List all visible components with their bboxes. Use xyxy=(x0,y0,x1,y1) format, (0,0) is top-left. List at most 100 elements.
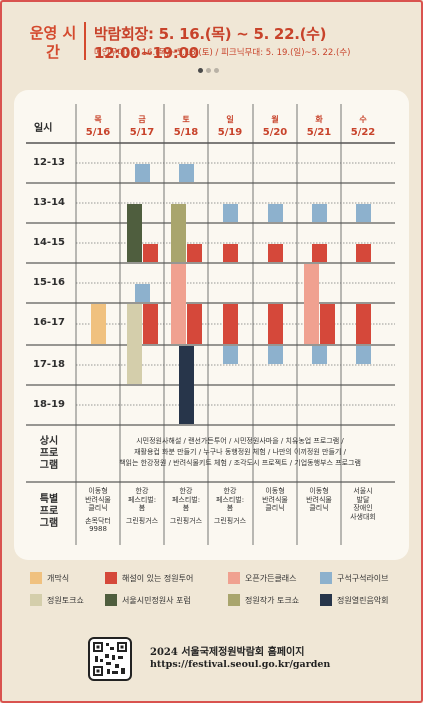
day-name: 금 xyxy=(138,115,146,124)
hour-label: 12-13 xyxy=(33,157,65,168)
event-tour[interactable] xyxy=(134,284,150,302)
day-date: 5/20 xyxy=(262,127,288,138)
event-guided[interactable] xyxy=(267,304,283,344)
hour-label: 14-15 xyxy=(33,237,65,248)
event-guided[interactable] xyxy=(320,304,335,344)
day-header: 월 5/20 xyxy=(253,113,297,139)
event-guided[interactable] xyxy=(187,304,202,344)
page-dot[interactable] xyxy=(206,68,211,73)
event-guided[interactable] xyxy=(355,304,371,344)
special-program-text: 봄 xyxy=(226,504,234,512)
special-program-cell: 이동형 반려식물 클리닉 xyxy=(297,487,341,513)
special-program-text: 그린핑거스 xyxy=(213,516,247,525)
page-dot[interactable] xyxy=(214,68,219,73)
event-class[interactable] xyxy=(171,264,186,344)
event-forum[interactable] xyxy=(127,204,142,262)
hour-label: 15-16 xyxy=(33,277,65,288)
event-guided[interactable] xyxy=(311,244,327,262)
regular-programs-label: 상시 프로 그램 xyxy=(39,436,59,471)
legend-label: 구석구석라이브 xyxy=(337,573,389,583)
program-line: 재활용컵 화분 만들기 / 누구나 동행정원 체험 / 나만의 이끼정원 만들기… xyxy=(134,448,346,456)
page-dot[interactable] xyxy=(198,68,203,73)
legend-swatch xyxy=(320,594,332,606)
event-guided[interactable] xyxy=(187,244,202,262)
legend-swatch xyxy=(228,572,240,584)
legend-swatch xyxy=(228,594,240,606)
event-guided[interactable] xyxy=(355,244,371,262)
special-program-cell: 한강 페스티벌: 봄 그린핑거스 xyxy=(164,487,208,525)
event-tour[interactable] xyxy=(267,346,283,364)
event-tour[interactable] xyxy=(311,204,327,222)
legend-swatch xyxy=(30,594,42,606)
event-guided[interactable] xyxy=(143,304,158,344)
legend-swatch xyxy=(105,572,117,584)
special-program-text: 손목닥터 xyxy=(85,516,111,525)
date-column-label: 일시 xyxy=(34,123,53,134)
event-tour[interactable] xyxy=(178,164,194,182)
legend-item: 해설이 있는 정원투어 xyxy=(105,572,193,584)
day-header: 수 5/22 xyxy=(341,113,385,139)
day-date: 5/18 xyxy=(173,127,199,138)
page-indicator[interactable] xyxy=(198,68,219,73)
event-class[interactable] xyxy=(304,264,319,344)
legend-label: 개막식 xyxy=(47,573,70,583)
event-tour[interactable] xyxy=(267,204,283,222)
day-date: 5/22 xyxy=(350,127,376,138)
event-concert[interactable] xyxy=(178,346,194,424)
event-guided[interactable] xyxy=(267,244,283,262)
special-program-text: 봄 xyxy=(182,504,190,512)
special-program-cell: 이동형 반려식물 클리닉 손목닥터 9988 xyxy=(76,487,120,534)
event-guided[interactable] xyxy=(222,244,238,262)
special-program-text: 9988 xyxy=(89,525,107,533)
day-name: 화 xyxy=(315,115,323,124)
special-program-text: 페스티벌: xyxy=(215,495,245,504)
event-opening[interactable] xyxy=(90,304,106,344)
program-line: 책읽는 한강정원 / 반려식물키트 체험 / 조각도시 프로젝트 / 기업동행부… xyxy=(119,459,361,467)
special-program-text: 발달 xyxy=(356,495,370,504)
event-tour[interactable] xyxy=(355,204,371,222)
legend-item: 서울시민정원사 포럼 xyxy=(105,594,191,606)
day-header: 화 5/21 xyxy=(297,113,341,139)
day-name: 일 xyxy=(226,115,234,124)
special-program-text: 이동형 xyxy=(309,487,329,495)
event-tour[interactable] xyxy=(311,346,327,364)
special-program-cell: 한강 페스티벌: 봄 그린핑거스 xyxy=(120,487,164,525)
special-program-text: 클리닉 xyxy=(265,504,285,512)
special-program-text: 이동형 xyxy=(88,487,108,495)
qr-code[interactable] xyxy=(88,637,132,681)
event-tour[interactable] xyxy=(222,204,238,222)
event-tour[interactable] xyxy=(355,346,371,364)
special-program-text: 반려식물 xyxy=(306,495,332,504)
special-program-text: 클리닉 xyxy=(309,504,329,512)
legend-label: 정원작가 토크쇼 xyxy=(245,595,300,605)
hour-label: 13-14 xyxy=(33,197,65,208)
special-program-text: 한강 xyxy=(223,487,237,495)
program-line: 시민정원사해설 / 랜선가든투어 / 시민정원사마을 / 치유농업 프로그램 / xyxy=(136,437,344,445)
day-name: 목 xyxy=(94,115,102,124)
legend-item: 구석구석라이브 xyxy=(320,572,389,584)
day-name: 토 xyxy=(182,115,190,124)
event-tour[interactable] xyxy=(222,346,238,364)
event-tour[interactable] xyxy=(134,164,150,182)
hour-label: 18-19 xyxy=(33,399,65,410)
event-guided[interactable] xyxy=(222,304,238,344)
event-guided[interactable] xyxy=(143,244,158,262)
operating-hours-label: 운영 시간 xyxy=(29,24,77,61)
legend-label: 정원토크쇼 xyxy=(47,595,84,605)
legend-label: 해설이 있는 정원투어 xyxy=(122,573,194,583)
day-header: 목 5/16 xyxy=(76,113,120,139)
event-talk[interactable] xyxy=(127,304,142,384)
special-program-text: 페스티벌: xyxy=(171,495,201,504)
event-writer[interactable] xyxy=(171,204,186,262)
day-name: 월 xyxy=(271,115,279,124)
special-program-text: 봄 xyxy=(138,504,146,512)
day-date: 5/17 xyxy=(129,127,155,138)
day-header: 일 5/19 xyxy=(208,113,252,139)
legend-label: 서울시민정원사 포럼 xyxy=(122,595,191,605)
special-program-text: 그린핑거스 xyxy=(125,516,159,525)
homepage-url[interactable]: https://festival.seoul.go.kr/garden xyxy=(150,659,331,670)
special-program-text: 장애인 xyxy=(353,504,373,512)
day-date: 5/19 xyxy=(217,127,243,138)
day-header: 토 5/18 xyxy=(164,113,208,139)
